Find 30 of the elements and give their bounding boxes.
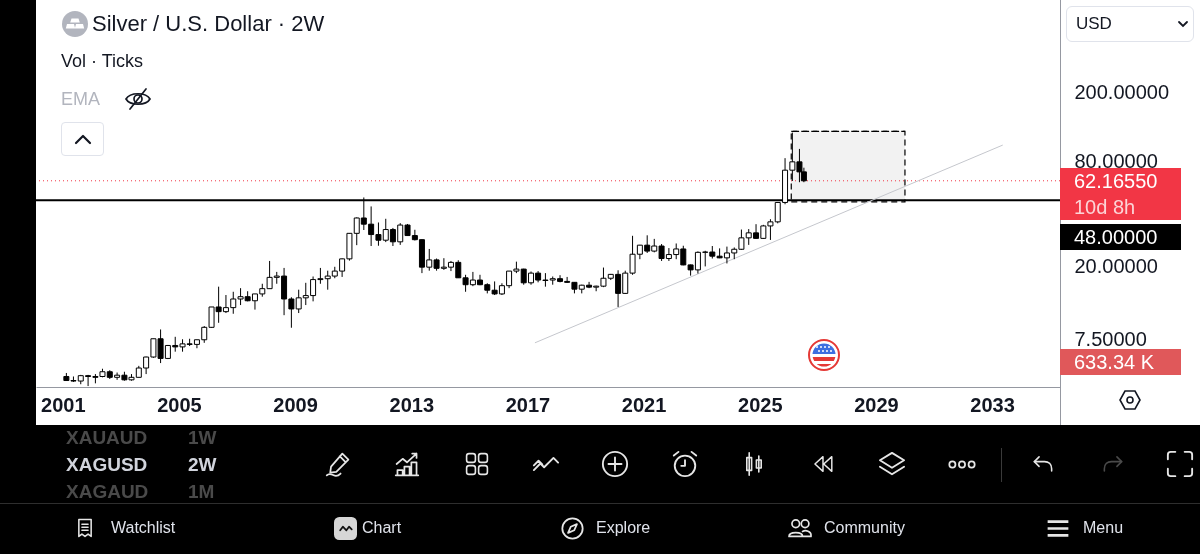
x-tick-label: 2005 <box>157 393 202 416</box>
x-tick-label: 2017 <box>505 393 551 416</box>
text: 2W <box>188 454 217 475</box>
text: Chart <box>362 519 402 536</box>
text: XAGUSD <box>66 454 148 475</box>
y-tick-label: 7.50000 <box>1074 328 1147 351</box>
x-tick-label: 2029 <box>854 393 899 416</box>
text: Community <box>824 519 905 536</box>
text: XAUAUD <box>66 427 148 448</box>
x-tick-label: 2013 <box>389 393 435 416</box>
y-tick-label: 200.00000 <box>1074 81 1170 104</box>
text: XAGAUD <box>66 481 149 502</box>
annotation: EMA <box>61 89 101 109</box>
text: Watchlist <box>111 519 176 536</box>
text: 1M <box>188 481 215 502</box>
x-tick-label: 2009 <box>273 393 318 416</box>
y-tick-label: 20.00000 <box>1074 254 1158 277</box>
x-tick-label: 2025 <box>738 393 783 416</box>
text: USD <box>1076 14 1112 33</box>
text: Explore <box>596 519 651 536</box>
ref-line-label: 62.16550 10d 8h <box>1060 167 1181 220</box>
text: Vol · Ticks <box>61 51 144 71</box>
x-tick-label: 2033 <box>970 393 1015 416</box>
text: Silver / U.S. Dollar · 2W <box>92 11 325 36</box>
x-tick-label: 2021 <box>621 393 667 416</box>
text: Menu <box>1083 519 1124 536</box>
x-tick-label: 2001 <box>41 393 86 416</box>
ref-line-label: 48.00000 <box>1060 223 1181 250</box>
text: 633.34 K <box>1060 349 1181 375</box>
text: 1W <box>188 427 217 448</box>
